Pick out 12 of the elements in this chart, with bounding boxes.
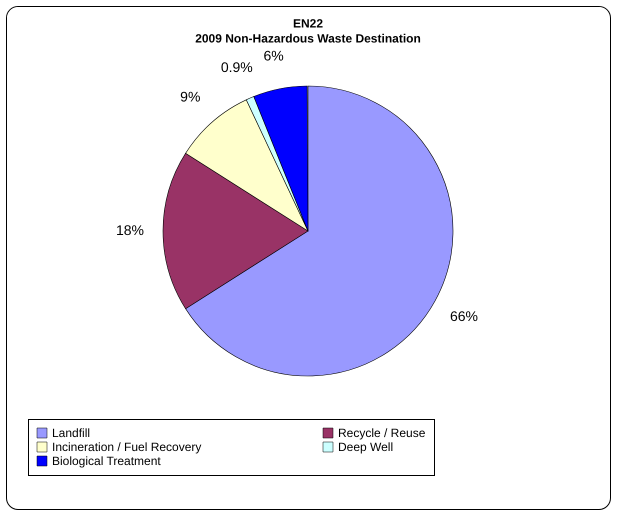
data-label: 66% — [450, 308, 478, 324]
legend-label: Biological Treatment — [52, 454, 162, 468]
legend-label: Incineration / Fuel Recovery — [52, 440, 202, 454]
chart-title: EN22 — [292, 16, 324, 30]
legend-label: Recycle / Reuse — [338, 426, 426, 440]
legend-label: Deep Well — [338, 440, 394, 454]
data-label: 18% — [116, 222, 144, 238]
legend-label: Landfill — [52, 426, 90, 440]
chart-subtitle: 2009 Non-Hazardous Waste Destination — [195, 31, 421, 46]
data-label: 6% — [263, 47, 284, 64]
data-label: 9% — [180, 88, 200, 104]
data-label: 0.9% — [220, 58, 253, 75]
